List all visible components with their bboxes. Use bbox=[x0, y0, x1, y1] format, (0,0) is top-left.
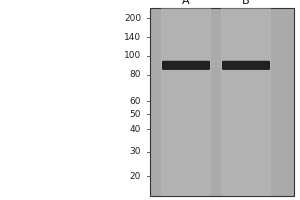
Text: B: B bbox=[242, 0, 250, 6]
Text: 140: 140 bbox=[124, 33, 141, 42]
Bar bbox=[150, 8, 294, 196]
Text: 80: 80 bbox=[130, 70, 141, 79]
Text: kDa: kDa bbox=[111, 0, 132, 2]
Bar bbox=[221, 8, 271, 196]
Text: 40: 40 bbox=[130, 125, 141, 134]
FancyBboxPatch shape bbox=[222, 61, 270, 70]
Text: 50: 50 bbox=[130, 110, 141, 119]
Text: 30: 30 bbox=[130, 147, 141, 156]
Text: 200: 200 bbox=[124, 14, 141, 23]
Text: 100: 100 bbox=[124, 51, 141, 60]
Text: 20: 20 bbox=[130, 172, 141, 181]
Text: A: A bbox=[182, 0, 190, 6]
Text: 60: 60 bbox=[130, 97, 141, 106]
Bar bbox=[161, 8, 211, 196]
FancyBboxPatch shape bbox=[162, 61, 210, 70]
